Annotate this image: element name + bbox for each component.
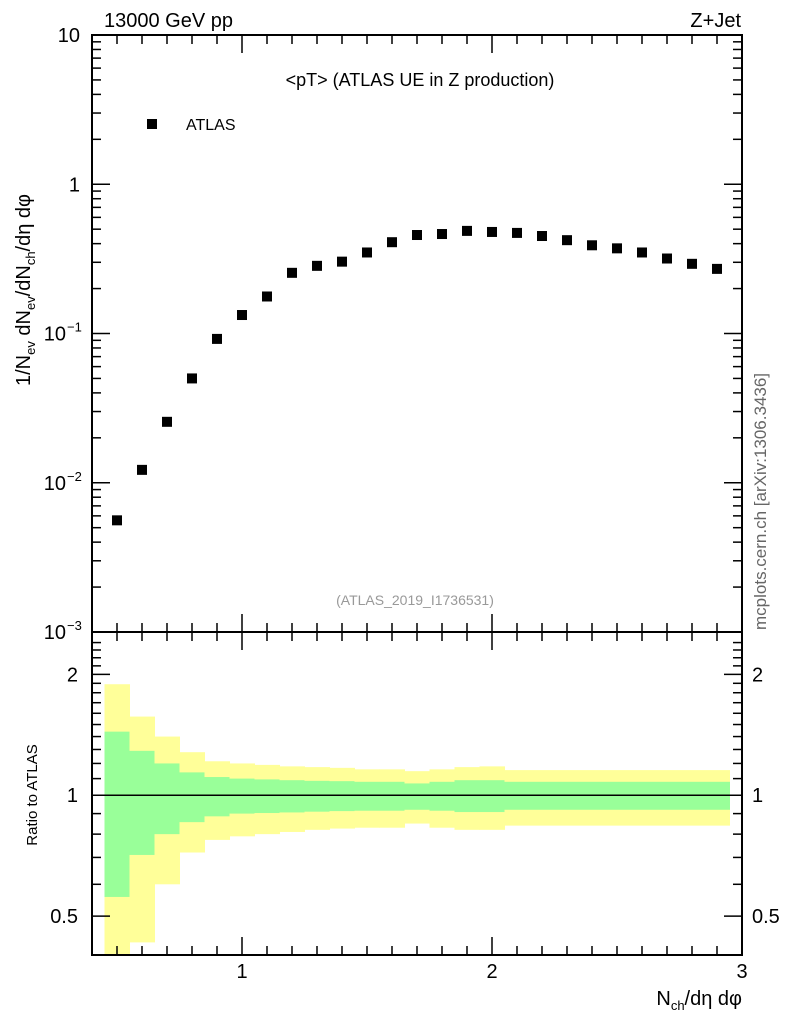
inner-band-bin [304, 780, 330, 812]
inner-band-bin [329, 781, 355, 812]
x-tick-label: 2 [486, 961, 497, 983]
data-point [462, 225, 472, 236]
ratio-y-tick-label-right: 0.5 [752, 906, 780, 928]
data-point [337, 256, 347, 267]
ratio-y-tick-label-right: 1 [752, 785, 763, 807]
y-tick-label: 10 [58, 25, 80, 47]
inner-band-bin [429, 781, 455, 811]
data-point [387, 237, 397, 248]
y-tick-label: 10 [44, 324, 66, 346]
y-tick-label: 10 [44, 622, 66, 644]
inner-band-bin [404, 783, 430, 810]
inner-band-bin [129, 750, 155, 855]
x-tick-label: 3 [736, 961, 747, 983]
inner-band-bin [479, 780, 505, 813]
data-point [612, 243, 622, 254]
inner-band-bin [454, 780, 480, 813]
data-point [662, 253, 672, 264]
ratio-y-tick-label-left: 2 [67, 664, 78, 686]
data-point [187, 373, 197, 384]
ratio-bands [92, 684, 742, 955]
data-points [112, 225, 722, 526]
data-point [712, 263, 722, 274]
ratio-y-tick-label-right: 2 [752, 664, 763, 686]
data-point [212, 333, 222, 344]
y-tick-exponent: −1 [67, 320, 82, 335]
data-point [412, 230, 422, 241]
data-point [362, 247, 372, 258]
data-point [237, 310, 247, 321]
legend-label: ATLAS [186, 117, 236, 134]
data-point [637, 247, 647, 258]
inner-band-bin [179, 772, 205, 823]
data-point [587, 240, 597, 251]
side-label: mcplots.cern.ch [arXiv:1306.3436] [751, 373, 770, 630]
ratio-y-label: Ratio to ATLAS [24, 744, 41, 845]
header-left: 13000 GeV pp [104, 10, 233, 32]
data-point [687, 258, 697, 269]
plot-title: <pT> (ATLAS UE in Z production) [286, 70, 555, 90]
inner-band-bin [379, 781, 405, 811]
inner-band-bin [154, 763, 180, 835]
inner-band-bin [229, 778, 255, 814]
data-point [437, 229, 447, 240]
data-point [312, 260, 322, 271]
data-point [112, 515, 122, 526]
y-axis-label: 1/Nev dNev/dNch/dη dφ [13, 194, 38, 386]
y-tick-label: 10 [44, 473, 66, 495]
x-tick-label: 1 [236, 961, 247, 983]
data-point [487, 226, 497, 237]
data-point [562, 235, 572, 246]
data-point [537, 231, 547, 242]
data-point [162, 416, 172, 427]
inner-band-bin [104, 731, 130, 897]
data-point [512, 227, 522, 238]
inner-band-bin [254, 779, 280, 814]
analysis-label: (ATLAS_2019_I1736531) [336, 592, 494, 608]
ratio-y-tick-label-left: 1 [67, 785, 78, 807]
x-axis-label: Nch/dη dφ [656, 988, 742, 1013]
inner-band-bin [354, 781, 380, 811]
inner-band-bin [204, 777, 230, 817]
y-tick-exponent: −3 [67, 618, 82, 633]
y-tick-label: 1 [69, 174, 80, 196]
ratio-y-tick-label-left: 0.5 [50, 906, 78, 928]
data-point [137, 464, 147, 475]
inner-band-bin [279, 780, 305, 813]
y-tick-exponent: −2 [67, 469, 82, 484]
header-right: Z+Jet [690, 10, 741, 32]
data-point [262, 291, 272, 302]
legend-marker [147, 119, 157, 129]
data-point [287, 267, 297, 278]
